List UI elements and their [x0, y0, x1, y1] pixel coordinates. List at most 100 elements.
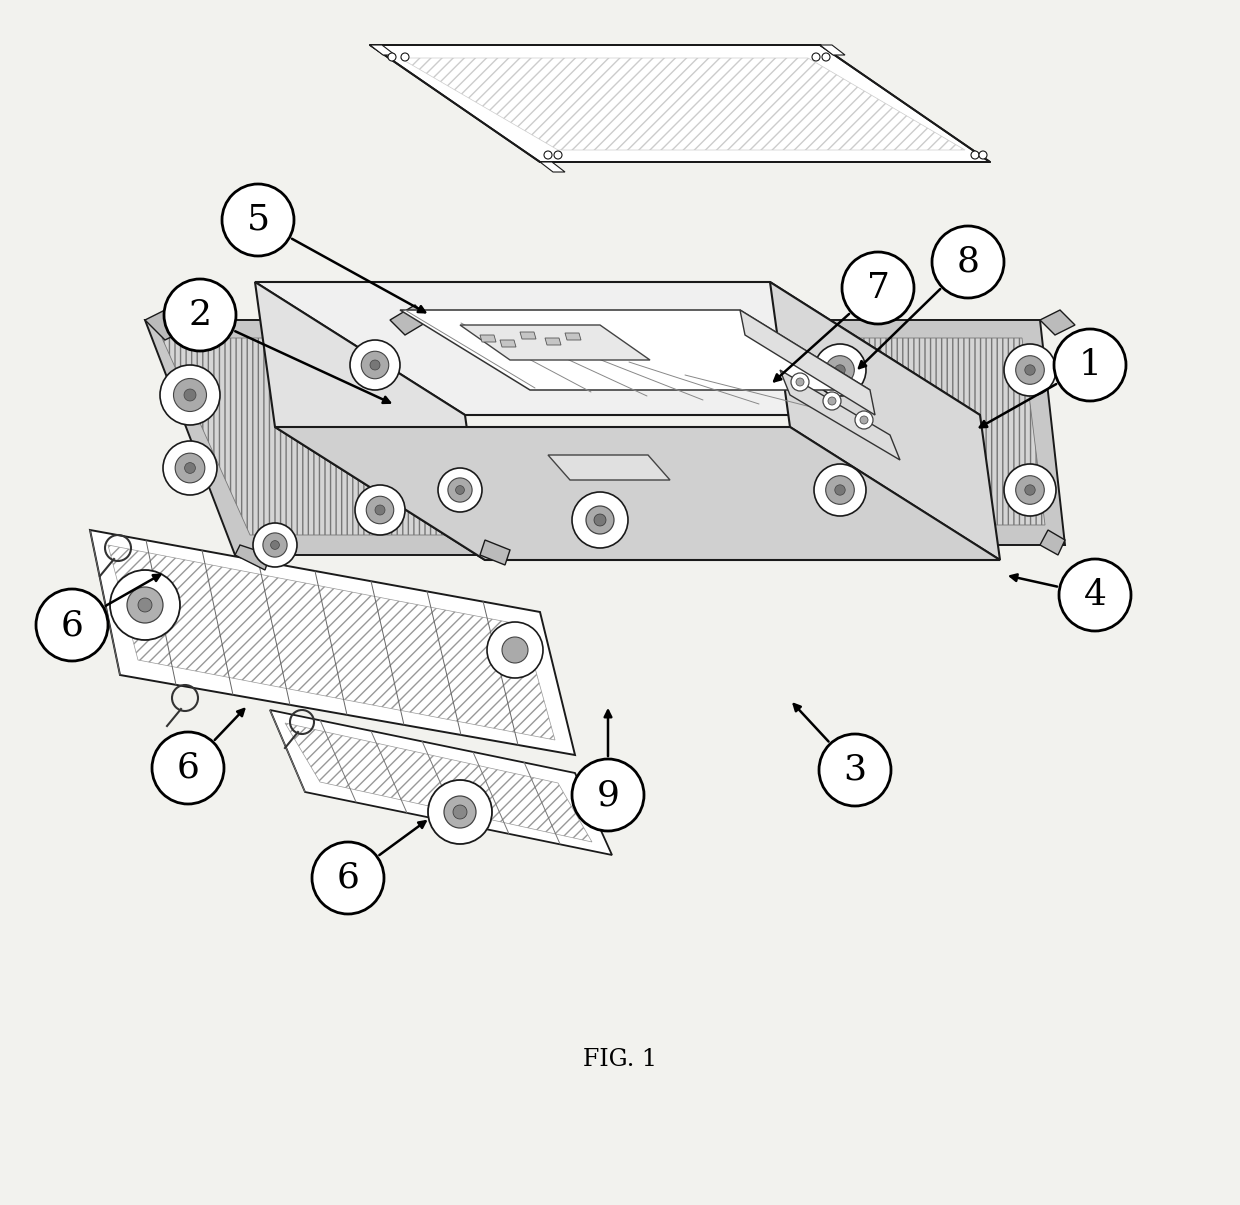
Text: 6: 6 [336, 862, 360, 895]
Circle shape [791, 374, 808, 390]
Circle shape [164, 280, 236, 351]
Circle shape [812, 53, 820, 61]
Circle shape [932, 227, 1004, 298]
Circle shape [826, 355, 854, 384]
Polygon shape [108, 545, 556, 740]
Polygon shape [1040, 530, 1065, 556]
Circle shape [428, 780, 492, 843]
Circle shape [110, 570, 180, 640]
Text: 4: 4 [1084, 578, 1106, 612]
Circle shape [502, 637, 528, 663]
Circle shape [263, 533, 288, 557]
Text: 6: 6 [61, 609, 83, 642]
Text: 6: 6 [176, 751, 200, 784]
Circle shape [160, 365, 219, 425]
Polygon shape [548, 455, 670, 480]
Circle shape [1024, 484, 1035, 495]
Circle shape [823, 392, 841, 410]
Text: 8: 8 [956, 245, 980, 280]
Circle shape [126, 587, 162, 623]
Circle shape [222, 184, 294, 255]
Polygon shape [480, 540, 510, 565]
Circle shape [184, 389, 196, 401]
Circle shape [1016, 355, 1044, 384]
Circle shape [1004, 464, 1056, 516]
Circle shape [401, 53, 409, 61]
Text: 5: 5 [247, 202, 269, 237]
Circle shape [388, 53, 396, 61]
Polygon shape [460, 325, 650, 360]
Circle shape [861, 416, 868, 424]
Text: 2: 2 [188, 298, 212, 333]
Polygon shape [285, 723, 591, 842]
Polygon shape [770, 282, 999, 560]
Polygon shape [370, 45, 396, 55]
Polygon shape [91, 530, 575, 756]
Polygon shape [780, 370, 900, 460]
Circle shape [856, 411, 873, 429]
Polygon shape [790, 321, 1065, 545]
Text: FIG. 1: FIG. 1 [583, 1048, 657, 1071]
Circle shape [455, 486, 465, 494]
Text: 3: 3 [843, 753, 867, 787]
Polygon shape [565, 333, 582, 340]
Circle shape [554, 151, 562, 159]
Circle shape [174, 378, 207, 411]
Circle shape [544, 151, 552, 159]
Circle shape [971, 151, 980, 159]
Polygon shape [520, 333, 536, 339]
Circle shape [1004, 343, 1056, 396]
Polygon shape [370, 45, 990, 161]
Circle shape [270, 541, 279, 549]
Circle shape [175, 453, 205, 483]
Circle shape [1016, 476, 1044, 505]
Circle shape [822, 53, 830, 61]
Circle shape [587, 506, 614, 534]
Circle shape [980, 151, 987, 159]
Circle shape [572, 492, 627, 548]
Circle shape [374, 505, 384, 515]
Polygon shape [270, 710, 613, 856]
Polygon shape [391, 305, 430, 335]
Circle shape [835, 365, 846, 375]
Circle shape [153, 731, 224, 804]
Polygon shape [1040, 310, 1075, 335]
Circle shape [185, 463, 196, 474]
Polygon shape [500, 340, 516, 347]
Polygon shape [539, 161, 565, 172]
Circle shape [828, 396, 836, 405]
Polygon shape [255, 282, 485, 560]
Polygon shape [401, 58, 965, 149]
Circle shape [438, 468, 482, 512]
Circle shape [842, 252, 914, 324]
Circle shape [818, 734, 892, 806]
Circle shape [1024, 365, 1035, 375]
Polygon shape [236, 545, 270, 570]
Circle shape [826, 476, 854, 505]
Text: 7: 7 [867, 271, 889, 305]
Circle shape [370, 360, 379, 370]
Polygon shape [275, 427, 999, 560]
Polygon shape [820, 45, 844, 55]
Circle shape [350, 340, 401, 390]
Polygon shape [255, 282, 980, 415]
Circle shape [487, 622, 543, 678]
Circle shape [162, 441, 217, 495]
Polygon shape [145, 305, 195, 340]
Polygon shape [480, 335, 496, 342]
Circle shape [312, 842, 384, 915]
Polygon shape [546, 337, 560, 345]
Polygon shape [162, 337, 460, 535]
Text: 1: 1 [1079, 348, 1101, 382]
Circle shape [1054, 329, 1126, 401]
Circle shape [594, 515, 606, 527]
Circle shape [444, 797, 476, 828]
Polygon shape [401, 310, 870, 390]
Circle shape [813, 464, 866, 516]
Circle shape [453, 805, 467, 819]
Circle shape [36, 589, 108, 662]
Polygon shape [808, 337, 1045, 525]
Circle shape [366, 496, 394, 524]
Circle shape [361, 351, 389, 378]
Circle shape [138, 598, 153, 612]
